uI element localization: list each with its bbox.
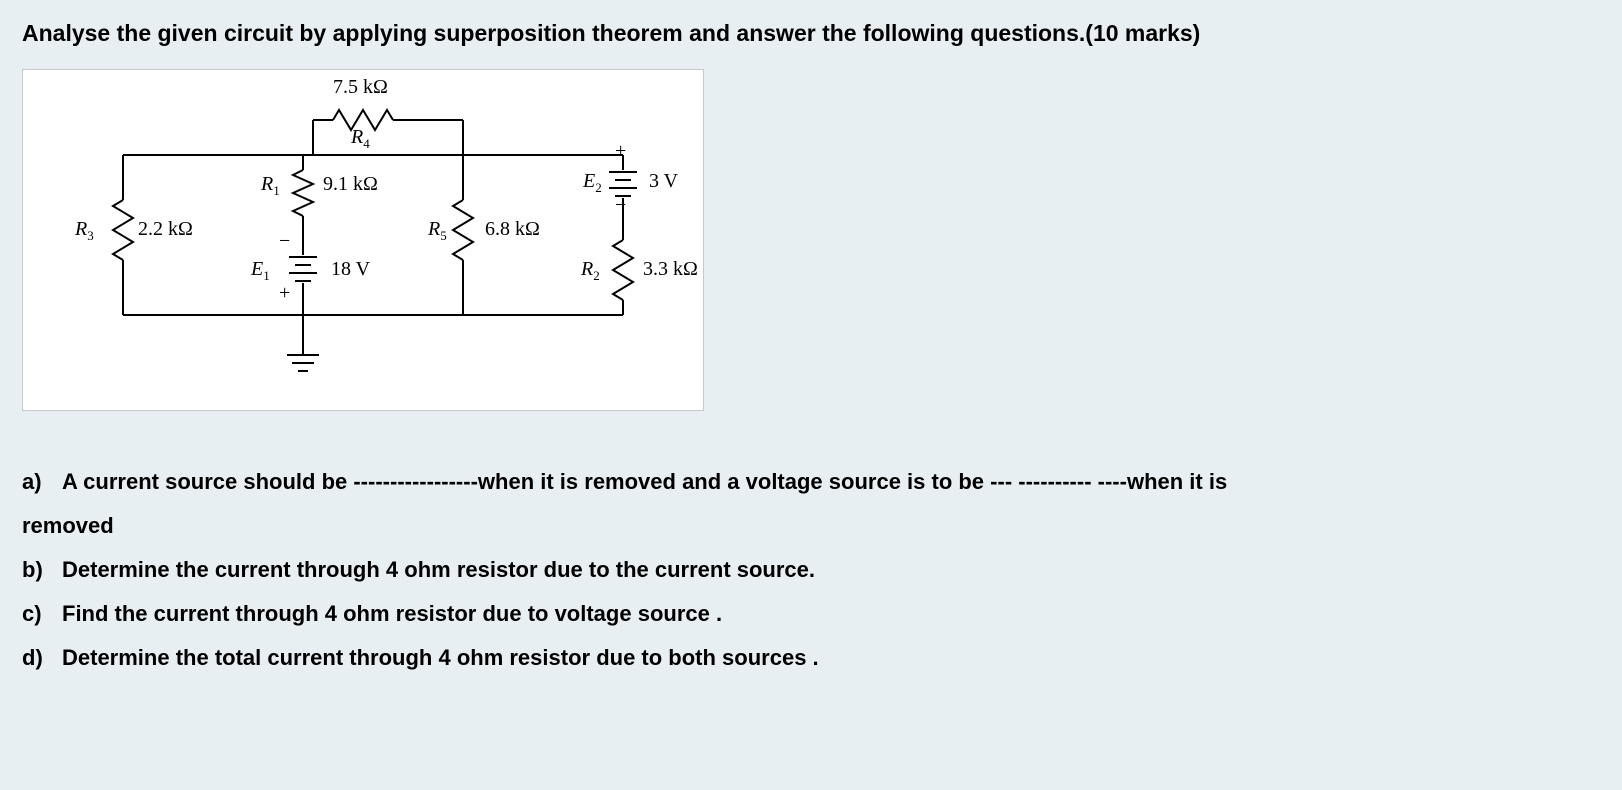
r5-label: R5	[428, 218, 447, 244]
e1-minus: −	[279, 230, 290, 253]
q-text-a: A current source should be -------------…	[62, 471, 1227, 493]
r5-value: 6.8 kΩ	[485, 218, 540, 241]
qa-wrap: removed	[22, 515, 1600, 537]
r4-value: 7.5 kΩ	[333, 76, 388, 99]
e2-minus: −	[615, 194, 626, 217]
q-text-b: Determine the current through 4 ohm resi…	[62, 559, 815, 581]
q-text-d: Determine the total current through 4 oh…	[62, 647, 819, 669]
question-list: a) A current source should be ----------…	[22, 471, 1600, 669]
qa-mid: when it is removed and a voltage source …	[478, 469, 990, 494]
q-letter-d: d)	[22, 647, 62, 669]
question-d: d) Determine the total current through 4…	[22, 647, 1600, 669]
r2-label: R2	[581, 258, 600, 284]
qa-post: when it is	[1127, 469, 1227, 494]
e1-plus: +	[279, 282, 290, 305]
r1-label: R1	[261, 173, 280, 199]
r3-label: R3	[75, 218, 94, 244]
question-b: b) Determine the current through 4 ohm r…	[22, 559, 1600, 581]
question-c: c) Find the current through 4 ohm resist…	[22, 603, 1600, 625]
qa-pre: A current source should be	[62, 469, 353, 494]
r2-value: 3.3 kΩ	[643, 258, 698, 281]
q-letter-b: b)	[22, 559, 62, 581]
e2-label: E2	[583, 170, 602, 196]
e2-value: 3 V	[649, 170, 678, 193]
r1-value: 9.1 kΩ	[323, 173, 378, 196]
r3-value: 2.2 kΩ	[138, 218, 193, 241]
q-letter-a: a)	[22, 471, 62, 493]
qa-dash2: --- ---------- ----	[990, 469, 1127, 494]
question-a: a) A current source should be ----------…	[22, 471, 1600, 493]
r4-label: R4	[351, 126, 370, 152]
prompt-text: Analyse the given circuit by applying su…	[22, 18, 1600, 49]
qa-dash1: -----------------	[353, 469, 478, 494]
e1-label: E1	[251, 258, 270, 284]
q-letter-c: c)	[22, 603, 62, 625]
e2-plus: +	[615, 140, 626, 163]
e1-value: 18 V	[331, 258, 370, 281]
circuit-diagram: 7.5 kΩ R4 R1 9.1 kΩ R3 2.2 kΩ E1 18 V − …	[22, 69, 704, 411]
q-text-c: Find the current through 4 ohm resistor …	[62, 603, 722, 625]
